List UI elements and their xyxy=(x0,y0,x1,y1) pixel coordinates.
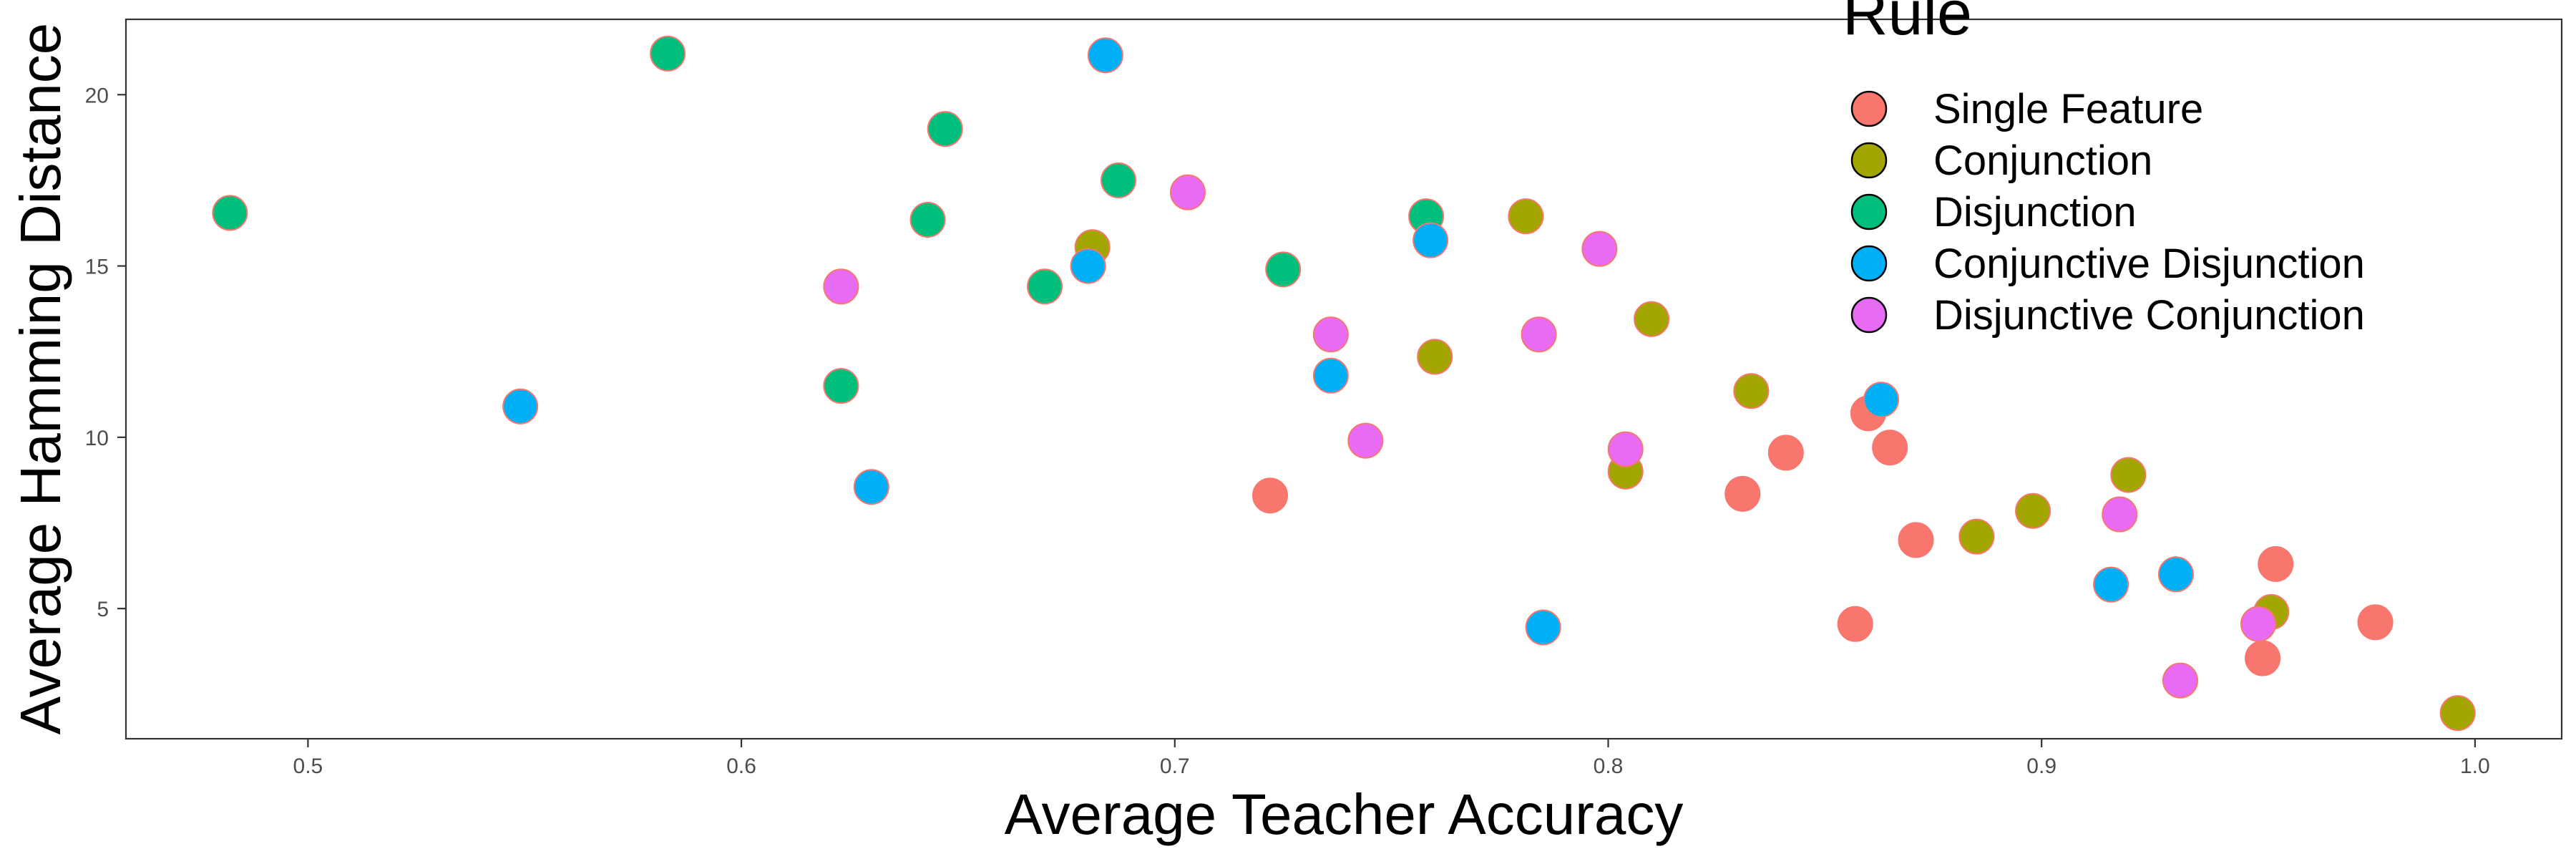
legend-label: Conjunctive Disjunction xyxy=(1933,241,2365,287)
legend-label: Conjunction xyxy=(1933,137,2152,184)
x-tick-label: 0.8 xyxy=(1594,754,1624,778)
y-axis: 5 10 15 20 xyxy=(85,84,126,621)
data-point xyxy=(927,111,963,147)
data-point xyxy=(1767,435,1804,471)
data-point xyxy=(502,388,539,424)
data-point xyxy=(1101,162,1137,198)
data-point xyxy=(1898,522,1934,558)
data-point xyxy=(1724,475,1761,512)
data-point xyxy=(1508,198,1544,235)
legend-key xyxy=(1850,193,1888,230)
data-point xyxy=(1837,606,1873,642)
data-point xyxy=(1087,37,1123,74)
data-point xyxy=(2015,492,2051,529)
data-point xyxy=(823,368,859,404)
legend-item: Disjunction xyxy=(1850,189,2137,236)
data-point xyxy=(1027,268,1063,305)
x-axis-title: Average Teacher Accuracy xyxy=(1005,782,1684,846)
legend-label: Disjunction xyxy=(1933,189,2137,236)
y-tick-label: 20 xyxy=(85,84,109,107)
data-point xyxy=(1252,477,1289,514)
x-tick-label: 0.7 xyxy=(1160,754,1190,778)
legend-item: Single Feature xyxy=(1850,86,2203,132)
data-point xyxy=(2357,604,2394,641)
data-point xyxy=(1733,373,1770,409)
y-axis-title: Average Hamming Distance xyxy=(9,23,72,735)
data-point xyxy=(1347,422,1384,459)
legend-title: Rule xyxy=(1843,0,1972,48)
legend-key xyxy=(1850,90,1888,127)
legend-key xyxy=(1850,245,1888,282)
data-point xyxy=(1634,301,1670,337)
data-point xyxy=(2157,556,2194,593)
y-tick-label: 10 xyxy=(85,427,109,450)
data-point xyxy=(1417,339,1453,375)
x-axis: 0.5 0.6 0.7 0.8 0.9 1.0 xyxy=(293,739,2490,778)
data-point xyxy=(1581,230,1618,267)
data-point xyxy=(1312,316,1349,353)
data-point xyxy=(853,469,889,505)
data-point xyxy=(1958,518,1995,555)
data-point xyxy=(1312,357,1349,394)
data-point xyxy=(650,35,686,72)
x-tick-label: 0.6 xyxy=(726,754,756,778)
data-point xyxy=(1413,222,1449,258)
x-tick-label: 0.5 xyxy=(293,754,323,778)
data-point xyxy=(2162,662,2198,699)
data-points xyxy=(212,35,2476,732)
data-point xyxy=(909,201,946,238)
data-point xyxy=(1521,316,1557,353)
legend-label: Single Feature xyxy=(1933,86,2203,132)
data-point xyxy=(2110,457,2147,493)
data-point xyxy=(2240,606,2277,642)
data-point xyxy=(2102,496,2138,533)
data-point xyxy=(2258,545,2294,582)
legend-item: Conjunction xyxy=(1850,137,2152,184)
data-point xyxy=(1872,430,1908,466)
legend-key xyxy=(1850,296,1888,334)
x-tick-label: 0.9 xyxy=(2026,754,2057,778)
data-point xyxy=(823,268,859,305)
legend-items: Single Feature Conjunction Disjunction Conj… xyxy=(1850,86,2365,339)
legend-label: Disjunctive Conjunction xyxy=(1933,292,2365,339)
y-tick-label: 5 xyxy=(97,598,109,621)
x-tick-label: 1.0 xyxy=(2460,754,2490,778)
data-point xyxy=(2093,566,2129,603)
plot-panel-border xyxy=(125,18,2563,740)
data-point xyxy=(1525,609,1561,646)
data-point xyxy=(212,195,248,231)
legend-key xyxy=(1850,142,1888,179)
legend: Rule Single Feature Conjunction Disjunctio… xyxy=(1843,0,2365,339)
data-point xyxy=(2245,640,2281,676)
data-point xyxy=(1863,382,1900,418)
data-point xyxy=(1265,251,1302,288)
data-point xyxy=(2439,695,2476,732)
y-tick-label: 15 xyxy=(85,256,109,279)
legend-item: Disjunctive Conjunction xyxy=(1850,292,2365,339)
legend-item: Conjunctive Disjunction xyxy=(1850,241,2365,287)
data-point xyxy=(1607,431,1644,467)
data-point xyxy=(1169,174,1206,210)
data-point xyxy=(1070,248,1106,284)
